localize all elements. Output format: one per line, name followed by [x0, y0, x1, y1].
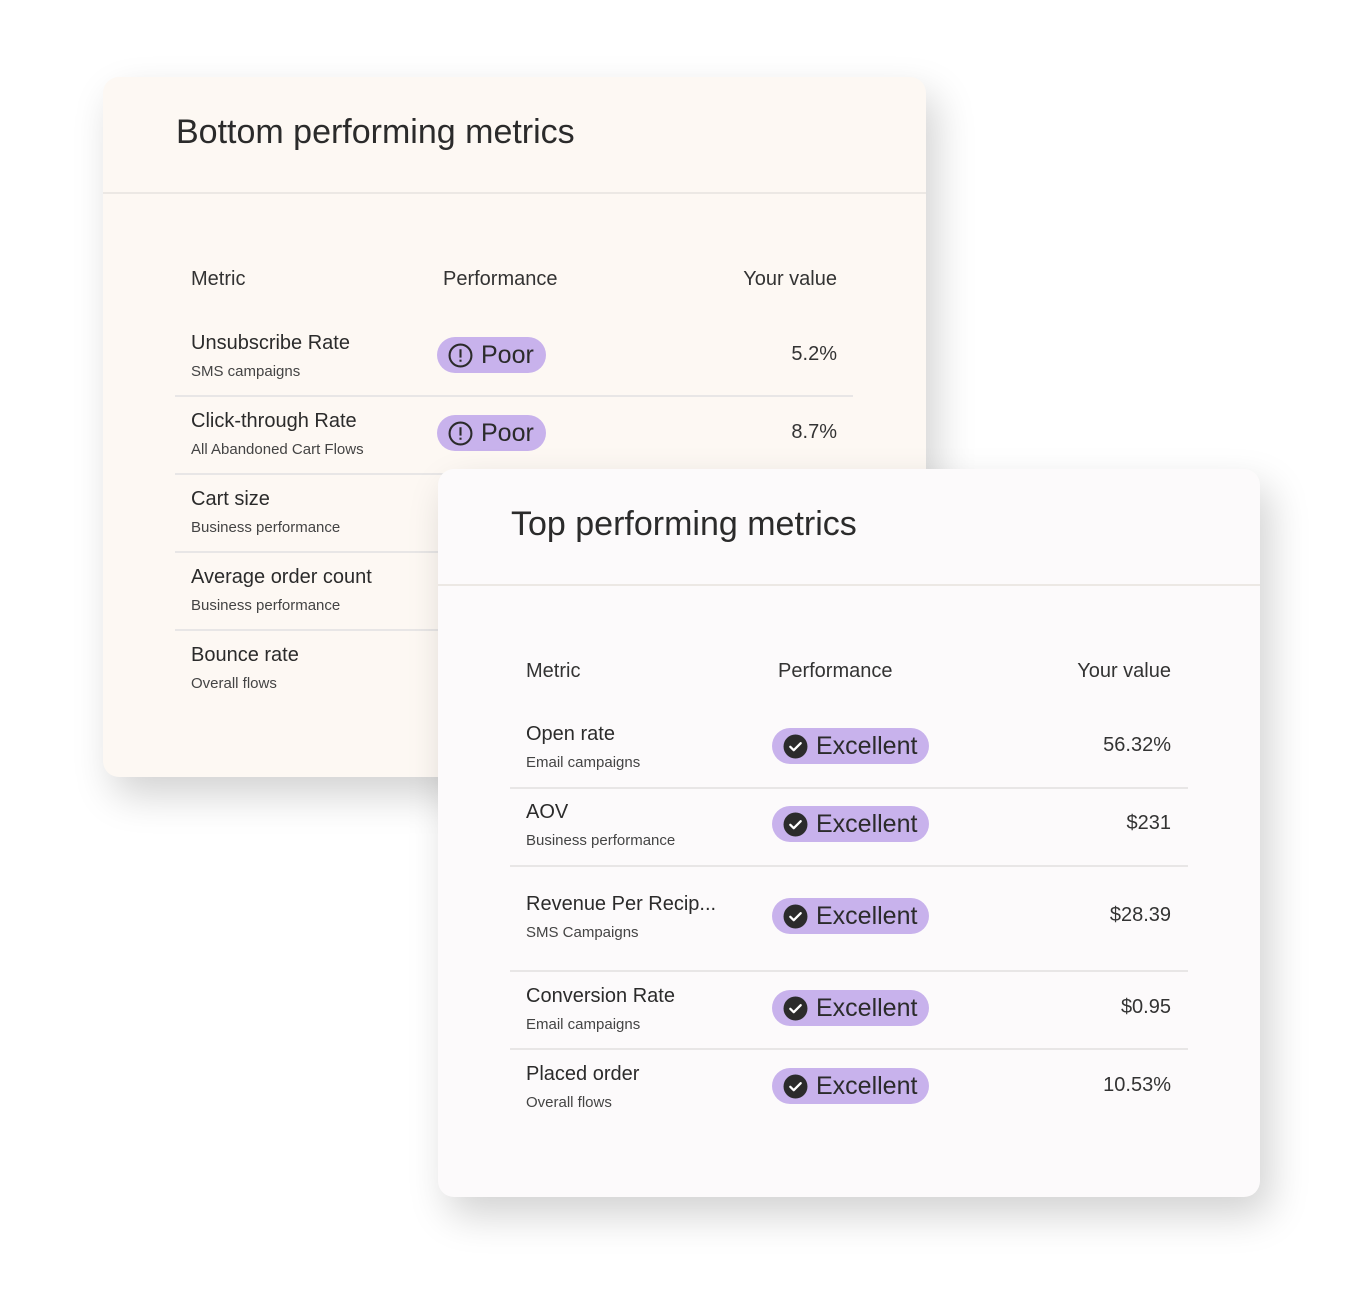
- row-separator: [510, 865, 1188, 867]
- badge-label: Excellent: [816, 901, 918, 930]
- metric-subtitle: Email campaigns: [526, 1016, 641, 1033]
- performance-badge: Excellent: [772, 1068, 930, 1104]
- badge-icon: [783, 1074, 808, 1098]
- metric-name: Unsubscribe Rate: [191, 332, 350, 354]
- metric-name: Cart size: [191, 488, 270, 510]
- performance-badge: Poor: [437, 415, 546, 451]
- performance-badge: Excellent: [772, 990, 930, 1026]
- row-separator: [510, 970, 1188, 972]
- metric-subtitle: SMS Campaigns: [526, 924, 639, 941]
- badge-icon: [783, 904, 808, 928]
- metric-name: Click-through Rate: [191, 410, 357, 432]
- badge-icon: [783, 996, 808, 1020]
- card-title: Bottom performing metrics: [176, 113, 575, 151]
- badge-icon: [448, 343, 473, 367]
- badge-label: Excellent: [816, 731, 918, 760]
- row-separator: [510, 787, 1188, 789]
- metric-value: $28.39: [1109, 904, 1171, 926]
- row-separator: [175, 395, 853, 397]
- column-header: Your value: [1077, 660, 1171, 682]
- badge-icon: [448, 421, 473, 445]
- column-header: Metric: [191, 268, 246, 290]
- performance-badge: Poor: [437, 337, 546, 373]
- row-separator: [510, 1048, 1188, 1050]
- metric-name: Revenue Per Recip...: [526, 893, 717, 915]
- metric-subtitle: Email campaigns: [526, 754, 641, 771]
- performance-badge: Excellent: [772, 806, 930, 842]
- column-header: Performance: [443, 268, 558, 290]
- column-header: Your value: [743, 268, 837, 290]
- badge-label: Poor: [481, 418, 534, 447]
- metric-name: Bounce rate: [191, 644, 299, 666]
- badge-icon: [783, 734, 808, 758]
- metric-subtitle: SMS campaigns: [191, 363, 301, 380]
- metric-subtitle: Business performance: [191, 519, 341, 536]
- metric-subtitle: All Abandoned Cart Flows: [191, 441, 364, 458]
- metric-value: 56.32%: [1103, 734, 1171, 756]
- metric-value: 10.53%: [1103, 1074, 1171, 1096]
- performance-badge: Excellent: [772, 898, 930, 934]
- badge-label: Poor: [481, 340, 534, 369]
- metric-value: 5.2%: [791, 343, 837, 365]
- divider: [438, 584, 1260, 586]
- metric-value: $0.95: [1120, 996, 1171, 1018]
- column-header: Metric: [526, 660, 581, 682]
- badge-icon: [783, 812, 808, 836]
- metric-subtitle: Business performance: [526, 832, 676, 849]
- metric-name: Conversion Rate: [526, 985, 675, 1007]
- metric-subtitle: Business performance: [191, 597, 341, 614]
- metric-subtitle: Overall flows: [191, 675, 277, 692]
- column-header: Performance: [778, 660, 893, 682]
- metric-name: AOV: [526, 801, 569, 823]
- card-title: Top performing metrics: [511, 505, 857, 543]
- badge-label: Excellent: [816, 1071, 918, 1100]
- badge-label: Excellent: [816, 993, 918, 1022]
- metric-value: 8.7%: [791, 421, 837, 443]
- badge-label: Excellent: [816, 809, 918, 838]
- metric-subtitle: Overall flows: [526, 1094, 612, 1111]
- divider: [103, 192, 926, 194]
- top-card: Top performing metrics Metric Performance…: [438, 469, 1260, 1197]
- metric-name: Open rate: [526, 723, 615, 745]
- metric-name: Placed order: [526, 1063, 640, 1085]
- performance-badge: Excellent: [772, 728, 930, 764]
- metric-value: $231: [1126, 812, 1172, 834]
- metric-name: Average order count: [191, 566, 372, 588]
